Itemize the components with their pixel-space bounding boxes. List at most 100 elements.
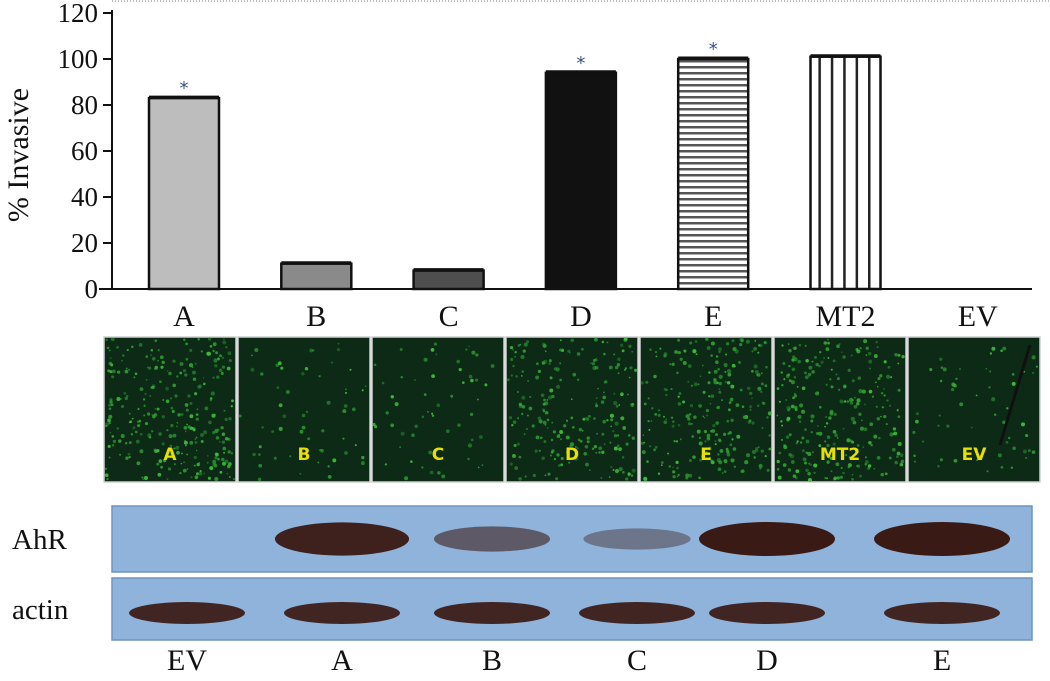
fluorescent-cell — [511, 453, 517, 459]
fiber-artifact — [998, 344, 1032, 446]
fluorescent-cell — [110, 337, 115, 342]
fluorescent-cell — [186, 453, 189, 456]
fluorescent-cell — [219, 354, 222, 358]
fluorescent-cell — [258, 463, 263, 468]
fluorescent-cell — [856, 444, 860, 447]
x-tick-label: D — [570, 300, 592, 333]
fluorescent-cell — [629, 366, 633, 370]
fluorescent-cell — [921, 440, 925, 443]
fluorescent-cell — [208, 420, 212, 425]
fluorescent-cell — [616, 434, 620, 437]
fluorescent-cell — [128, 441, 132, 445]
fluorescent-cell — [970, 426, 973, 429]
fluorescent-cell — [785, 398, 788, 402]
fluorescent-cell — [824, 447, 828, 451]
fluorescent-cell — [777, 475, 782, 480]
fluorescent-cell — [819, 351, 822, 354]
fluorescent-cell — [844, 453, 848, 457]
fluorescent-cell — [868, 441, 872, 445]
fluorescent-cell — [522, 349, 526, 353]
blot-lane-label: EV — [167, 644, 207, 677]
actin-membrane — [111, 577, 1033, 641]
fluorescent-cell — [836, 344, 840, 349]
fluorescent-cell — [224, 417, 228, 422]
fluorescent-cell — [220, 371, 224, 375]
blot-lane-label: E — [933, 644, 951, 677]
fluorescent-cell — [851, 379, 855, 383]
fluorescent-cell — [223, 409, 226, 412]
fluorescent-cell — [521, 370, 524, 373]
fluorescent-cell — [400, 431, 405, 436]
fluorescent-cell — [810, 414, 815, 419]
fluorescent-cell — [361, 389, 364, 392]
fluorescent-cell — [216, 375, 220, 379]
fluorescent-cell — [166, 370, 169, 372]
fluorescent-cell — [753, 456, 756, 459]
fluorescent-cell — [428, 450, 433, 455]
fluorescent-cell — [761, 401, 765, 405]
fluorescent-cell — [704, 440, 707, 443]
fluorescent-cell — [198, 471, 203, 476]
fluorescent-cell — [856, 402, 860, 406]
fluorescent-cell — [226, 366, 231, 371]
fluorescent-cell — [714, 440, 717, 443]
fluorescent-cell — [381, 381, 385, 385]
fluorescent-cell — [617, 372, 620, 375]
fluorescent-cell — [815, 431, 820, 436]
fluorescent-cell — [613, 353, 616, 356]
fluorescent-cell — [543, 398, 546, 402]
fluorescent-cell — [717, 453, 720, 456]
fluorescent-cell — [590, 362, 592, 365]
fluorescent-cell — [891, 447, 896, 452]
fluorescent-cell — [490, 364, 495, 368]
fluorescent-cell — [154, 407, 157, 410]
fluorescent-cell — [592, 366, 597, 370]
fluorescent-cell — [685, 414, 690, 419]
fluorescent-cell — [814, 355, 817, 359]
fluorescent-cell — [301, 372, 305, 376]
fluorescent-cell — [826, 477, 829, 480]
fluorescent-cell — [549, 376, 553, 380]
fluorescent-cell — [517, 344, 521, 347]
fluorescent-cell — [646, 460, 649, 463]
fluorescent-cell — [851, 440, 855, 444]
fluorescent-cell — [581, 347, 584, 351]
fluorescent-cell — [825, 383, 828, 386]
bar-a — [147, 96, 221, 291]
fluorescent-cell — [807, 477, 813, 483]
fluorescent-cell — [751, 397, 753, 400]
fluorescent-cell — [576, 352, 581, 356]
fluorescent-cell — [786, 416, 791, 421]
fluorescent-cell — [705, 337, 709, 341]
fluorescent-cell — [816, 425, 819, 428]
fluorescent-cell — [621, 456, 625, 459]
fluorescent-cell — [804, 461, 807, 465]
fluorescent-cell — [108, 349, 111, 352]
fluorescent-cell — [717, 367, 720, 371]
fluorescent-cell — [731, 438, 734, 441]
fluorescent-cell — [555, 477, 559, 481]
fluorescent-cell — [509, 345, 514, 350]
fluorescent-cell — [170, 452, 173, 455]
fluorescent-cell — [780, 420, 783, 423]
fluorescent-cell — [227, 464, 231, 469]
fluorescent-cell — [212, 376, 215, 379]
fluorescent-cell — [742, 415, 747, 419]
fluorescent-cell — [676, 466, 679, 470]
fluorescent-cell — [609, 441, 612, 444]
fluorescent-cell — [116, 370, 121, 374]
fluorescent-cell — [548, 362, 551, 365]
fluorescent-cell — [226, 472, 229, 475]
fluorescent-cell — [698, 404, 702, 408]
fluorescent-cell — [724, 380, 727, 384]
fluorescent-cell — [186, 423, 189, 426]
fluorescent-cell — [721, 399, 723, 402]
fluorescent-cell — [825, 347, 830, 351]
fluorescent-cell — [782, 463, 787, 467]
fluorescent-cell — [939, 458, 943, 462]
fluorescent-cell — [282, 414, 287, 419]
fluorescent-cell — [556, 453, 560, 457]
fluorescent-cell — [542, 420, 547, 425]
fluorescent-cell — [199, 469, 202, 473]
fluorescent-cell — [196, 462, 200, 467]
